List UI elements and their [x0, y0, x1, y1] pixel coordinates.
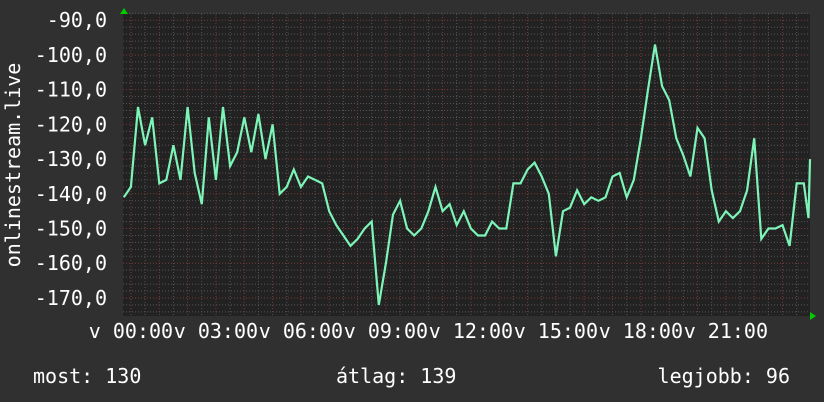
y-tick-label: -120,0 [35, 112, 107, 136]
x-tick-label: v 00:00 [89, 319, 173, 343]
plot-area [123, 14, 810, 316]
y-tick-label: -130,0 [35, 147, 107, 171]
y-tick-label: -100,0 [35, 43, 107, 67]
y-tick-label: -110,0 [35, 78, 107, 102]
y-axis-label: onlinestream.live [1, 63, 25, 268]
current-value: most: 130 [33, 364, 141, 388]
x-tick-label: v 15:00 [514, 319, 598, 343]
x-tick-label: v 06:00 [259, 319, 343, 343]
y-axis-arrow-icon [120, 8, 128, 14]
y-tick-label: -170,0 [35, 286, 107, 310]
average-value: átlag: 139 [336, 364, 456, 388]
x-tick-label: v 21:00 [684, 319, 768, 343]
y-axis: -90,0 -100,0 -110,0 -120,0 -130,0 -140,0 -150,… [35, 8, 107, 310]
grid [123, 12, 810, 316]
y-tick-label: -150,0 [35, 217, 107, 241]
x-tick-label: v 18:00 [599, 319, 683, 343]
x-tick-label: v 09:00 [344, 319, 428, 343]
y-tick-label: -90,0 [47, 8, 107, 32]
best-value: legjobb: 96 [658, 364, 790, 388]
x-tick-label: v 12:00 [429, 319, 513, 343]
series-line [122, 44, 812, 306]
y-tick-label: -160,0 [35, 251, 107, 275]
y-tick-label: -140,0 [35, 182, 107, 206]
x-axis: v 00:00 v 03:00 v 06:00 v 09:00 v 12:00 v 15:… [89, 319, 768, 343]
x-tick-label: v 03:00 [174, 319, 258, 343]
x-axis-arrow-icon [810, 312, 816, 320]
